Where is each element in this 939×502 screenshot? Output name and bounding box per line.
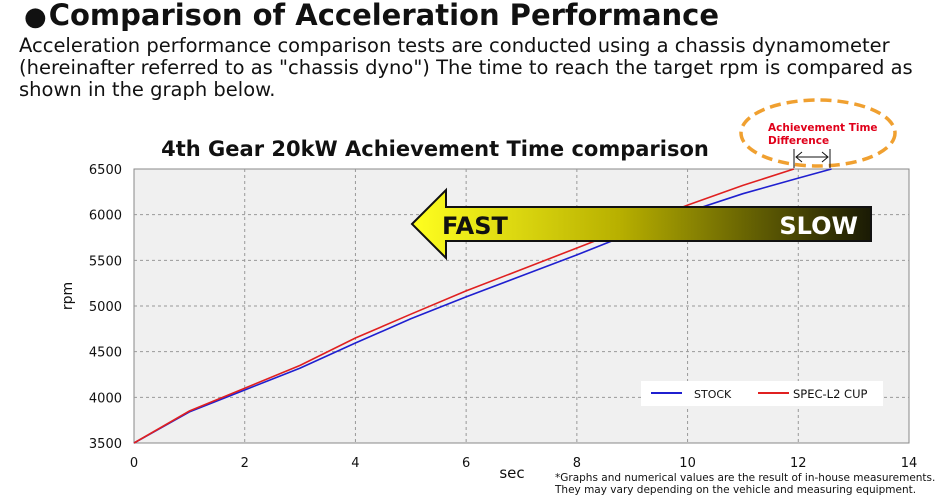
x-tick-label: 12 xyxy=(790,456,807,471)
time-difference-annotation: Achievement Time Difference xyxy=(739,98,897,168)
y-tick-label: 6500 xyxy=(89,163,122,178)
x-tick-label: 8 xyxy=(573,456,581,471)
legend-label-spec: SPEC-L2 CUP xyxy=(793,387,868,401)
legend: STOCK SPEC-L2 CUP xyxy=(641,381,883,406)
y-tick-label: 4500 xyxy=(89,346,122,361)
fast-slow-arrow: FAST SLOW xyxy=(410,187,872,261)
x-tick-label: 14 xyxy=(901,456,918,471)
x-tick-label: 0 xyxy=(130,456,138,471)
y-tick-label: 5000 xyxy=(89,300,122,315)
y-tick-label: 6000 xyxy=(89,209,122,224)
y-tick-label: 3500 xyxy=(89,437,122,452)
x-tick-label: 6 xyxy=(462,456,470,471)
x-tick-label: 4 xyxy=(351,456,359,471)
page-heading: ●Comparison of Acceleration Performance xyxy=(24,0,719,32)
x-axis-label: sec xyxy=(499,464,524,482)
slow-label: SLOW xyxy=(779,212,858,240)
series-line-stock xyxy=(133,168,832,444)
intro-text: Acceleration performance comparison test… xyxy=(19,34,913,101)
legend-label-stock: STOCK xyxy=(694,388,732,401)
chart-title: 4th Gear 20kW Achievement Time compariso… xyxy=(161,137,709,161)
y-tick-label: 4000 xyxy=(89,391,122,406)
bullet-icon: ● xyxy=(24,2,47,32)
annotation-line2: Difference xyxy=(768,135,829,147)
fast-label: FAST xyxy=(442,212,509,240)
y-axis-label: rpm xyxy=(60,282,76,310)
footnote: *Graphs and numerical values are the res… xyxy=(555,472,936,496)
x-tick-label: 10 xyxy=(679,456,696,471)
series-line-spec-l2-cup xyxy=(133,168,795,444)
annotation-line1: Achievement Time xyxy=(768,122,878,134)
annotation-ellipse xyxy=(739,98,897,168)
x-tick-label: 2 xyxy=(241,456,249,471)
heading-title: Comparison of Acceleration Performance xyxy=(48,0,720,32)
y-tick-label: 5500 xyxy=(89,254,122,269)
